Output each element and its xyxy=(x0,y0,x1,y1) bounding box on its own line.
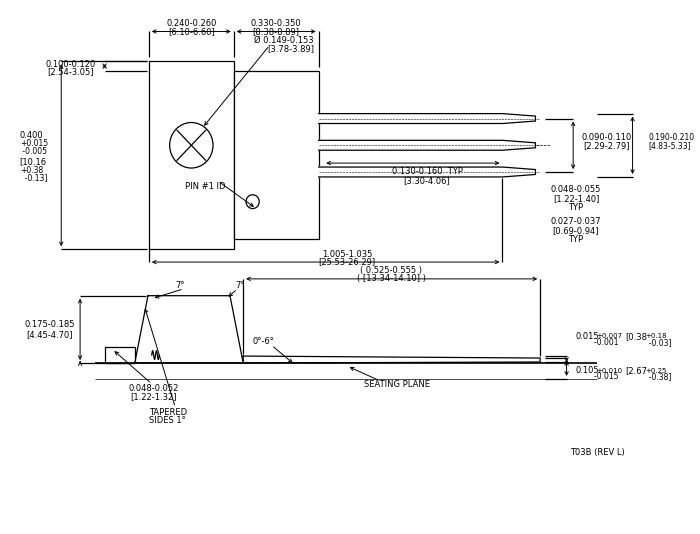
Text: [10.16: [10.16 xyxy=(20,158,47,167)
Polygon shape xyxy=(318,114,536,123)
Text: 0.400: 0.400 xyxy=(20,131,43,140)
Text: -0.03]: -0.03] xyxy=(625,337,671,347)
Text: [25.53-26.29]: [25.53-26.29] xyxy=(318,257,375,266)
Text: 0.190-0.210: 0.190-0.210 xyxy=(649,133,694,142)
Text: [0.38: [0.38 xyxy=(625,332,647,341)
Text: [6.10-6.60]: [6.10-6.60] xyxy=(168,27,215,36)
Polygon shape xyxy=(243,356,540,363)
Text: 0°-6°: 0°-6° xyxy=(252,337,274,345)
Text: +0.007: +0.007 xyxy=(596,333,623,339)
Text: -0.13]: -0.13] xyxy=(20,174,47,183)
Text: ( [13.34-14.10] ): ( [13.34-14.10] ) xyxy=(357,274,426,284)
Text: 0.330-0.350: 0.330-0.350 xyxy=(251,19,302,28)
Text: 0.100-0.120: 0.100-0.120 xyxy=(46,60,96,69)
Text: -0.005: -0.005 xyxy=(20,147,47,156)
Text: TAPERED: TAPERED xyxy=(148,408,187,417)
Text: PIN #1 ID: PIN #1 ID xyxy=(186,182,225,191)
Text: [2.54-3.05]: [2.54-3.05] xyxy=(48,67,94,76)
Circle shape xyxy=(246,195,259,209)
Text: 0.105: 0.105 xyxy=(575,366,598,375)
Text: [1.22-1.32]: [1.22-1.32] xyxy=(130,392,177,401)
Text: 0.090-0.110: 0.090-0.110 xyxy=(581,133,631,142)
Text: [2.67: [2.67 xyxy=(625,366,647,375)
Text: T03B (REV L): T03B (REV L) xyxy=(570,447,625,457)
Text: [1.22-1.40]: [1.22-1.40] xyxy=(553,194,599,203)
Text: [3.78-3.89]: [3.78-3.89] xyxy=(267,44,314,53)
Text: +0.25: +0.25 xyxy=(646,368,667,374)
Polygon shape xyxy=(318,140,536,150)
Bar xyxy=(234,71,318,239)
Text: 0.240-0.260: 0.240-0.260 xyxy=(166,19,216,28)
Text: [3.30-4.06]: [3.30-4.06] xyxy=(404,176,450,185)
Polygon shape xyxy=(318,167,536,177)
Text: 0.048-0.055: 0.048-0.055 xyxy=(551,185,601,194)
Text: +0.015: +0.015 xyxy=(20,139,48,148)
Text: -0.38]: -0.38] xyxy=(625,372,671,381)
Text: SEATING PLANE: SEATING PLANE xyxy=(364,380,430,389)
Text: TYP: TYP xyxy=(568,235,584,244)
Bar xyxy=(149,61,234,249)
Text: +0.010: +0.010 xyxy=(596,368,623,374)
Text: 1.005-1.035: 1.005-1.035 xyxy=(322,249,372,258)
Text: [4.83-5.33]: [4.83-5.33] xyxy=(649,141,691,150)
Text: 0.015: 0.015 xyxy=(575,332,598,341)
Text: [0.69-0.94]: [0.69-0.94] xyxy=(553,226,599,235)
Circle shape xyxy=(169,122,213,168)
Text: 7°: 7° xyxy=(175,281,185,290)
Text: -0.001: -0.001 xyxy=(575,337,619,347)
Text: 7°: 7° xyxy=(236,281,245,290)
Text: [8.38-8.89]: [8.38-8.89] xyxy=(253,27,300,36)
Bar xyxy=(104,347,135,363)
Text: Ø 0.149-0.153: Ø 0.149-0.153 xyxy=(254,36,314,45)
Text: 0.048-0.052: 0.048-0.052 xyxy=(128,384,178,393)
Polygon shape xyxy=(135,296,243,363)
Text: [2.29-2.79]: [2.29-2.79] xyxy=(583,141,629,150)
Text: ( 0.525-0.555 ): ( 0.525-0.555 ) xyxy=(360,266,422,276)
Text: 0.130-0.160  TYP: 0.130-0.160 TYP xyxy=(391,168,463,177)
Text: TYP: TYP xyxy=(568,203,584,212)
Text: 0.175-0.185: 0.175-0.185 xyxy=(25,320,75,329)
Text: +0.38: +0.38 xyxy=(20,166,43,175)
Text: SIDES 1°: SIDES 1° xyxy=(149,416,186,425)
Text: 0.027-0.037: 0.027-0.037 xyxy=(551,217,601,226)
Text: -0.015: -0.015 xyxy=(575,372,619,381)
Text: [4.45-4.70]: [4.45-4.70] xyxy=(27,330,74,339)
Text: +0.18: +0.18 xyxy=(646,333,667,339)
